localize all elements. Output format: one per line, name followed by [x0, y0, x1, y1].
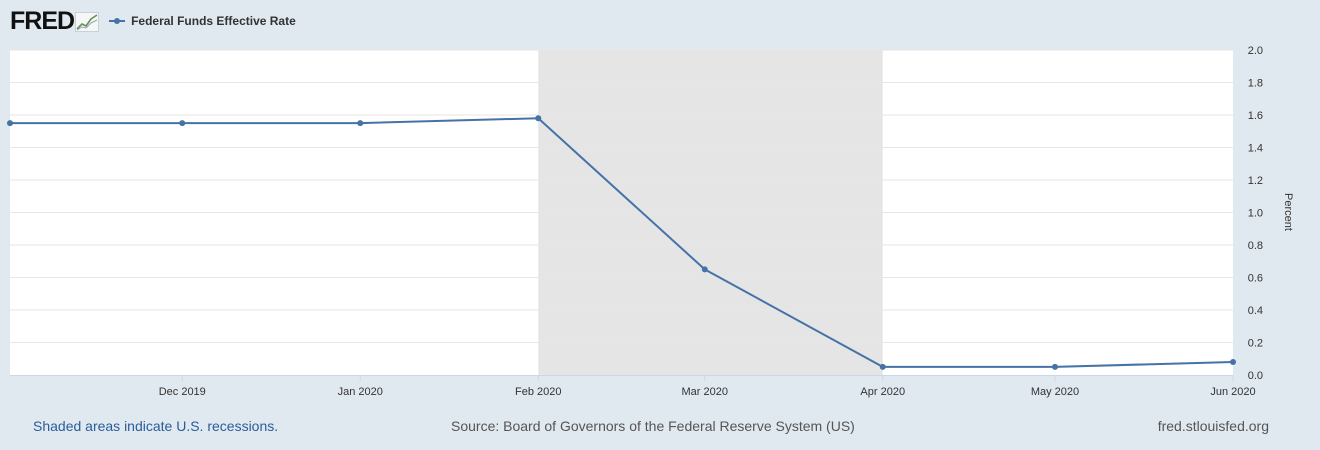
series-line	[10, 117, 1234, 368]
x-tick-label: Jun 2020	[1210, 386, 1255, 398]
y-tick-label: 0.0	[1248, 370, 1263, 382]
y-tick-label: 0.6	[1248, 273, 1263, 285]
data-point	[357, 120, 364, 127]
y-tick-label: 0.4	[1248, 305, 1263, 317]
y-tick-label: 1.0	[1248, 208, 1263, 220]
legend-label: Federal Funds Effective Rate	[131, 14, 296, 28]
data-point	[535, 115, 542, 122]
chart-header: FRED Federal Funds Effective Rate	[10, 8, 296, 34]
x-tick-label: Feb 2020	[515, 386, 561, 398]
data-point	[701, 266, 708, 273]
y-tick-label: 0.2	[1248, 338, 1263, 350]
source-text: Source: Board of Governors of the Federa…	[451, 418, 855, 434]
chart-line-icon	[75, 12, 100, 32]
y-tick-label: 1.2	[1248, 175, 1263, 187]
legend-line-marker	[109, 18, 126, 24]
y-tick-label: 1.8	[1248, 78, 1263, 90]
x-tick-label: Apr 2020	[860, 386, 905, 398]
recession-note: Shaded areas indicate U.S. recessions.	[33, 418, 279, 434]
y-axis-label: Percent	[1282, 193, 1294, 231]
data-point	[179, 120, 186, 127]
data-point	[879, 363, 886, 370]
y-tick-label: 1.4	[1248, 143, 1263, 155]
y-tick-label: 2.0	[1248, 45, 1263, 57]
x-tick-label: Mar 2020	[682, 386, 728, 398]
x-tick-label: May 2020	[1031, 386, 1079, 398]
y-tick-label: 1.6	[1248, 110, 1263, 122]
site-link[interactable]: fred.stlouisfed.org	[1157, 418, 1269, 434]
x-tick-label: Dec 2019	[159, 386, 206, 398]
data-point	[7, 120, 13, 127]
x-tick-label: Jan 2020	[338, 386, 383, 398]
y-tick-label: 0.8	[1248, 240, 1263, 252]
data-point	[1230, 359, 1236, 365]
data-point	[1052, 363, 1059, 370]
legend[interactable]: Federal Funds Effective Rate	[109, 14, 296, 28]
fred-logo[interactable]: FRED	[10, 7, 75, 35]
